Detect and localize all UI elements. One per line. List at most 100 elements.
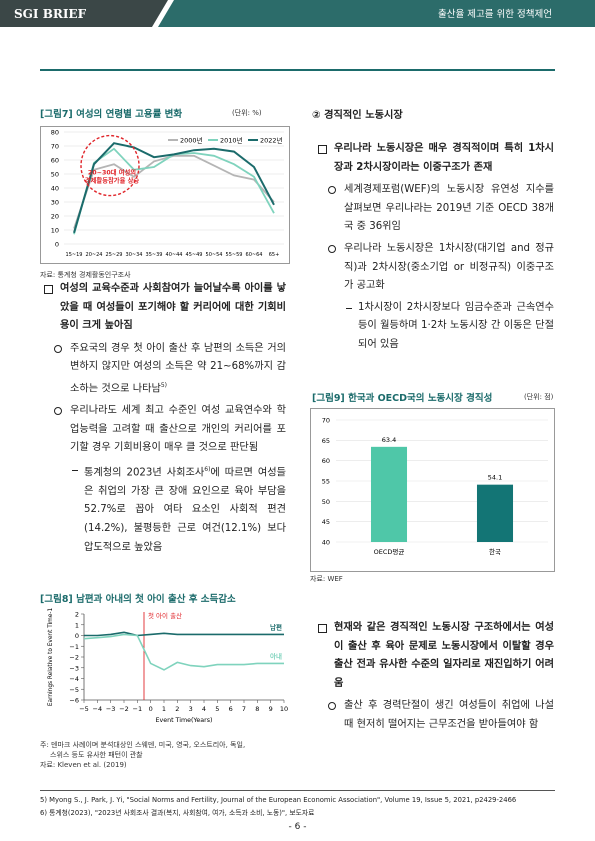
y-tick-label: −2 [69, 654, 79, 662]
x-tick-label: 3 [189, 705, 193, 713]
item: 주요국의 경우 첫 아이 출산 후 남편의 소득은 거의 변하지 않지만 여성의… [44, 340, 286, 399]
note: 스위스 등도 유사한 패턴이 관찰 [50, 751, 143, 759]
header-title: 출산율 제고를 위한 정책제언 [438, 8, 552, 20]
brand: SGI BRIEF [14, 7, 87, 21]
unit: (단위: 점) [524, 393, 554, 401]
source: 자료: Kleven et al. (2019) [40, 761, 127, 769]
annotation: 20~30대 여성의 [88, 168, 136, 177]
item: 세계경제포럼(WEF)의 노동시장 유연성 지수를 살펴보면 우리나라는 201… [318, 181, 554, 237]
item: 우리나라도 세계 최고 수준인 여성 교육연수와 학업능력을 고려할 때 출산으… [44, 402, 286, 458]
y-tick-label: 70 [51, 143, 59, 151]
x-tick-label: −4 [93, 705, 103, 713]
item: 우리나라 노동시장은 1차시장(대기업 and 정규직)과 2차시장(중소기업 … [318, 240, 554, 296]
x-tick-label: 65+ [269, 252, 280, 258]
note: 주: 덴마크 사례이며 분석대상인 스웨덴, 미국, 영국, 오스트리아, 독일… [40, 741, 246, 749]
source: 자료: 통계청 경제활동인구조사 [40, 271, 131, 279]
highlight-ellipse [80, 134, 140, 197]
legend-label: 2000년 [180, 136, 203, 145]
footnote-ref: 6) [204, 465, 211, 473]
x-tick-label: OECD평균 [374, 547, 405, 556]
sub-text: 에 따르면 여성들은 취업의 가장 큰 장애 요인으로 육아 부담을 52.7%… [84, 467, 286, 553]
x-tick-label: 15~19 [66, 252, 83, 258]
y-axis-label: Earnings Relative to Event Time-1 [48, 608, 54, 706]
y-tick-label: 0 [55, 241, 59, 249]
value-label: 54.1 [488, 474, 502, 482]
heading: 현재와 같은 경직적인 노동시장 구조하에서는 여성이 출산 후 육아 문제로 … [318, 619, 554, 693]
x-tick-label: 0 [149, 705, 153, 713]
x-tick-label: 60~64 [246, 252, 263, 258]
x-tick-label: 4 [202, 705, 206, 713]
figure-title: [그림7] 여성의 연령별 고용률 변화 [40, 109, 183, 120]
sub-item: 1차시장이 2차시장보다 임금수준과 근속연수 등이 월등하며 1·2차 노동시… [318, 299, 554, 355]
text-block: 여성의 교육수준과 사회참여가 늘어날수록 아이를 낳았을 때 여성들이 포기해… [44, 280, 286, 557]
bar [476, 484, 514, 542]
x-tick-label: 5 [215, 705, 219, 713]
chart: 40 45 50 55 60 65 70 63.4 OECD평균 54.1 한국 [310, 408, 555, 572]
source: 자료: WEF [310, 575, 343, 583]
footnote: 6) 통계청(2023), "2023년 사회조사 결과(복지, 사회참여, 여… [40, 809, 315, 817]
section-title: ② 경직적인 노동시장 [312, 110, 403, 121]
y-tick-label: −1 [69, 643, 79, 651]
footnote: 5) Myong S., J. Park, J. Yi, "Social Nor… [40, 796, 517, 804]
series-line [73, 154, 275, 229]
x-tick-label: 8 [255, 705, 259, 713]
y-tick-label: 30 [51, 199, 59, 207]
x-tick-label: 25~29 [106, 252, 123, 258]
item: 출산 후 경력단절이 생긴 여성들이 취업에 나설 때 현저히 떨어지는 근무조… [318, 697, 554, 734]
x-tick-label: 1 [162, 705, 166, 713]
y-tick-label: 10 [51, 227, 59, 235]
heading: 여성의 교육수준과 사회참여가 늘어날수록 아이를 낳았을 때 여성들이 포기해… [44, 280, 286, 336]
y-tick-label: −6 [69, 697, 79, 705]
y-tick-label: 40 [51, 185, 59, 193]
series-line [73, 142, 275, 234]
series-line [84, 631, 284, 637]
y-tick-label: 50 [322, 498, 330, 506]
x-tick-label: 55~59 [226, 252, 243, 258]
y-tick-label: 60 [322, 457, 330, 465]
x-tick-label: −2 [119, 705, 129, 713]
x-tick-label: −1 [133, 705, 143, 713]
y-tick-label: 20 [51, 213, 59, 221]
bar [370, 446, 408, 542]
legend-label: 2022년 [260, 136, 283, 145]
y-tick-label: −4 [69, 675, 79, 683]
text-block: 우리나라 노동시장은 매우 경직적이며 특히 1차시장과 2차시장이라는 이중구… [318, 140, 554, 355]
text-block: 현재와 같은 경직적인 노동시장 구조하에서는 여성이 출산 후 육아 문제로 … [318, 619, 554, 735]
header-rule [40, 69, 555, 71]
x-tick-label: −3 [106, 705, 116, 713]
x-tick-label: 45~49 [186, 252, 203, 258]
x-tick-label: 35~39 [146, 252, 163, 258]
sub-item: 통계청의 2023년 사회조사6)에 따르면 여성들은 취업의 가장 큰 장애 … [44, 461, 286, 557]
x-tick-label: −5 [79, 705, 89, 713]
figure-title: [그림8] 남편과 아내의 첫 아이 출산 후 소득감소 [40, 594, 236, 605]
footnote-rule [40, 790, 555, 791]
y-tick-label: 80 [51, 129, 59, 137]
annotation: 첫 아이 출산 [148, 611, 182, 620]
heading: 우리나라 노동시장은 매우 경직적이며 특히 1차시장과 2차시장이라는 이중구… [318, 140, 554, 177]
x-tick-label: 40~44 [166, 252, 183, 258]
series-line [73, 147, 275, 235]
chart: 0 10 20 30 40 50 60 70 80 15~19 20~24 25~29 30~34 35~… [40, 126, 290, 264]
x-tick-label: 20~24 [86, 252, 103, 258]
series-line [83, 633, 284, 671]
value-label: 63.4 [382, 436, 396, 444]
item-text: 주요국의 경우 첫 아이 출산 후 남편의 소득은 거의 변하지 않지만 여성의… [70, 342, 286, 395]
frame [40, 126, 290, 264]
header-bar: SGI BRIEF 출산율 제고를 위한 정책제언 [0, 0, 595, 27]
x-tick-label: 한국 [489, 548, 501, 556]
footnotes: 5) Myong S., J. Park, J. Yi, "Social Nor… [40, 794, 555, 820]
y-tick-label: 45 [322, 518, 330, 526]
figure-title: [그림9] 한국과 OECD국의 노동시장 경직성 [312, 393, 493, 404]
y-tick-label: 0 [75, 632, 79, 640]
x-tick-label: 6 [229, 705, 233, 713]
y-tick-label: −5 [69, 686, 79, 694]
x-tick-label: 50~54 [206, 252, 223, 258]
x-axis-label: Event Time(Years) [156, 717, 213, 724]
y-tick-label: 2 [75, 611, 79, 619]
y-tick-label: −3 [69, 664, 79, 672]
unit: (단위: %) [232, 109, 262, 117]
x-tick-label: 30~34 [126, 252, 143, 258]
x-tick-label: 2 [175, 705, 179, 713]
y-tick-label: 65 [322, 437, 330, 445]
